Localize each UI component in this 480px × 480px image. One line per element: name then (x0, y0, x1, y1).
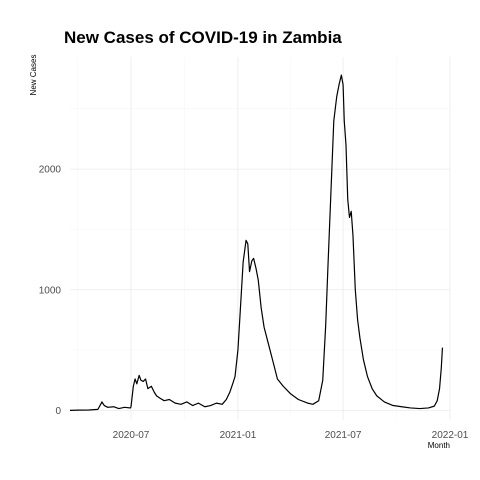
grid (70, 57, 451, 420)
y-tick-label: 1000 (39, 285, 62, 296)
x-tick-label: 2022-01 (432, 430, 469, 441)
x-axis-label: Month (428, 441, 450, 450)
y-axis-label: New Cases (29, 55, 38, 96)
x-tick-label: 2021-01 (220, 430, 257, 441)
x-tick-label: 2020-07 (113, 430, 150, 441)
x-tick-label: 2021-07 (325, 430, 362, 441)
x-axis-ticks: 2020-07 2021-01 2021-07 2022-01 (113, 430, 469, 441)
y-axis-ticks: 0 1000 2000 (39, 165, 62, 417)
y-tick-label: 2000 (39, 165, 62, 176)
chart-title: New Cases of COVID-19 in Zambia (64, 28, 342, 47)
series-line-new-cases (69, 74, 444, 411)
y-tick-label: 0 (55, 406, 61, 417)
